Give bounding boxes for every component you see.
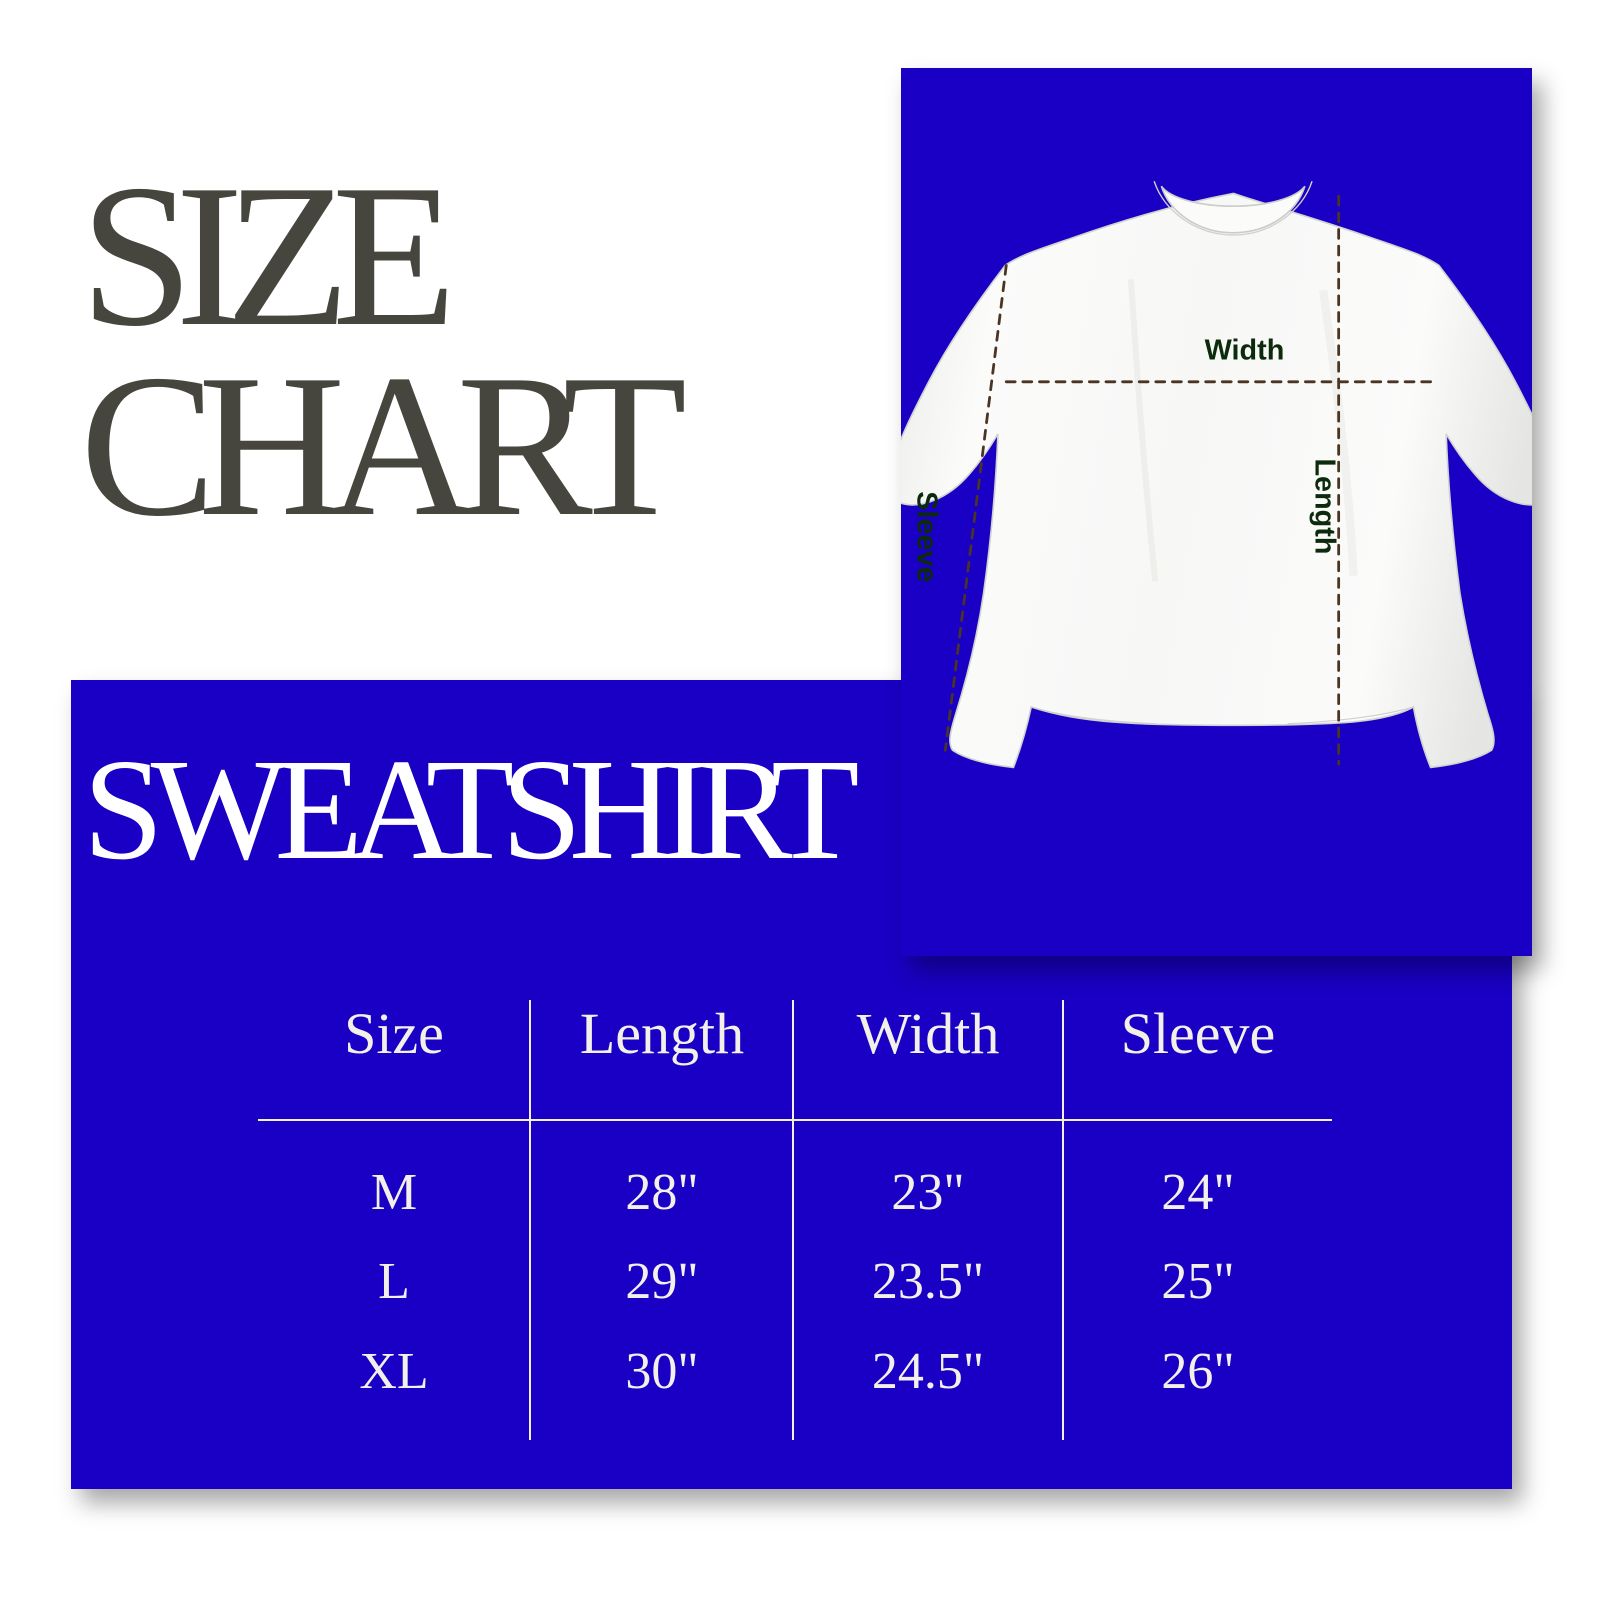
svg-text:Sleeve: Sleeve xyxy=(911,491,943,582)
svg-text:Length: Length xyxy=(1308,458,1340,554)
svg-text:Width: Width xyxy=(1205,335,1285,367)
